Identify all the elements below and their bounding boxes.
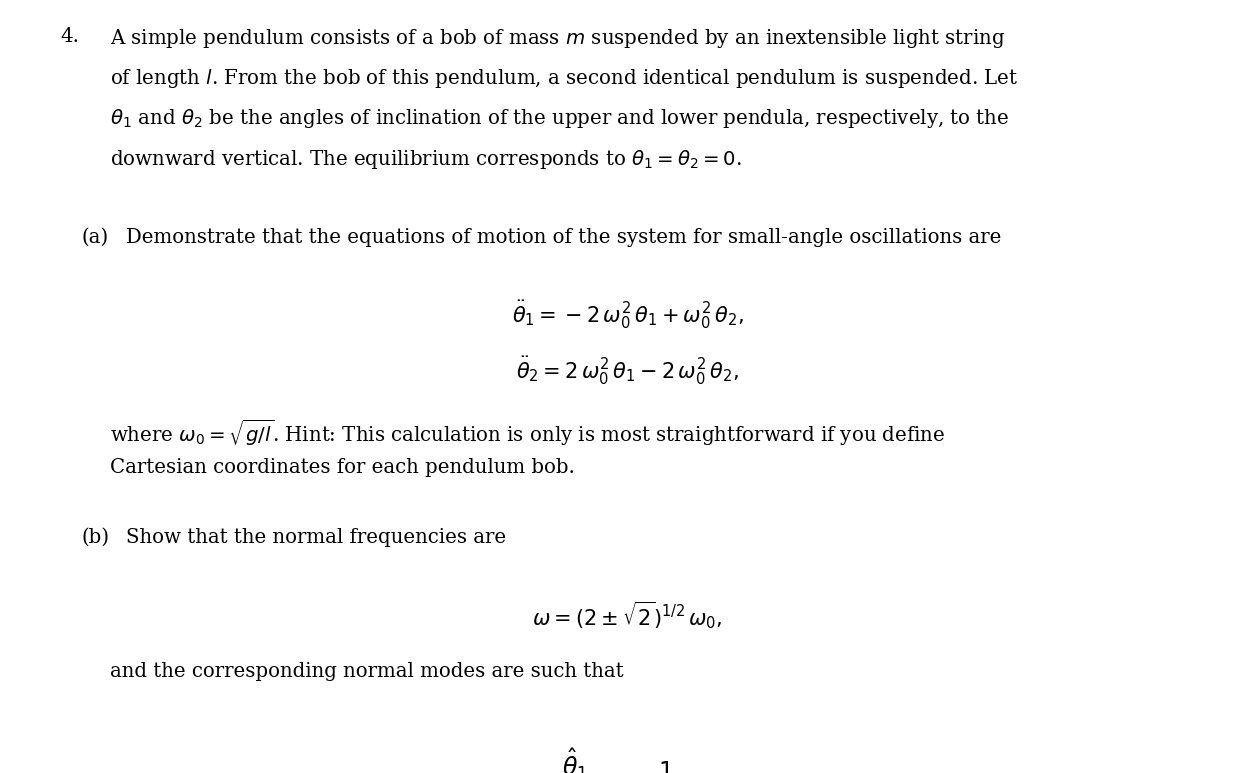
Text: (b): (b) <box>82 528 109 547</box>
Text: and the corresponding normal modes are such that: and the corresponding normal modes are s… <box>110 662 624 682</box>
Text: where $\omega_0 = \sqrt{g/l}$. Hint: This calculation is only is most straightfo: where $\omega_0 = \sqrt{g/l}$. Hint: Thi… <box>110 418 946 448</box>
Text: A simple pendulum consists of a bob of mass $m$ suspended by an inextensible lig: A simple pendulum consists of a bob of m… <box>110 27 1005 50</box>
Text: $\theta_1$ and $\theta_2$ be the angles of inclination of the upper and lower pe: $\theta_1$ and $\theta_2$ be the angles … <box>110 107 1010 131</box>
Text: Demonstrate that the equations of motion of the system for small-angle oscillati: Demonstrate that the equations of motion… <box>126 228 1001 247</box>
Text: (a): (a) <box>82 228 109 247</box>
Text: of length $l$. From the bob of this pendulum, a second identical pendulum is sus: of length $l$. From the bob of this pend… <box>110 67 1019 90</box>
Text: $\ddot{\theta}_2 = 2\,\omega_0^2\,\theta_1 - 2\,\omega_0^2\,\theta_2,$: $\ddot{\theta}_2 = 2\,\omega_0^2\,\theta… <box>516 355 739 387</box>
Text: Show that the normal frequencies are: Show that the normal frequencies are <box>126 528 506 547</box>
Text: Cartesian coordinates for each pendulum bob.: Cartesian coordinates for each pendulum … <box>110 458 575 478</box>
Text: $\dfrac{\hat{\theta}_1}{\hat{\theta}_2} = \mp\dfrac{1}{\sqrt{2}}.$: $\dfrac{\hat{\theta}_1}{\hat{\theta}_2} … <box>562 746 693 773</box>
Text: 4.: 4. <box>60 27 79 46</box>
Text: $\ddot{\theta}_1 = -2\,\omega_0^2\,\theta_1 + \omega_0^2\,\theta_2,$: $\ddot{\theta}_1 = -2\,\omega_0^2\,\thet… <box>512 299 743 332</box>
Text: $\omega = (2 \pm \sqrt{2})^{1/2}\,\omega_0,$: $\omega = (2 \pm \sqrt{2})^{1/2}\,\omega… <box>532 599 723 631</box>
Text: downward vertical. The equilibrium corresponds to $\theta_1 = \theta_2 = 0$.: downward vertical. The equilibrium corre… <box>110 148 743 171</box>
